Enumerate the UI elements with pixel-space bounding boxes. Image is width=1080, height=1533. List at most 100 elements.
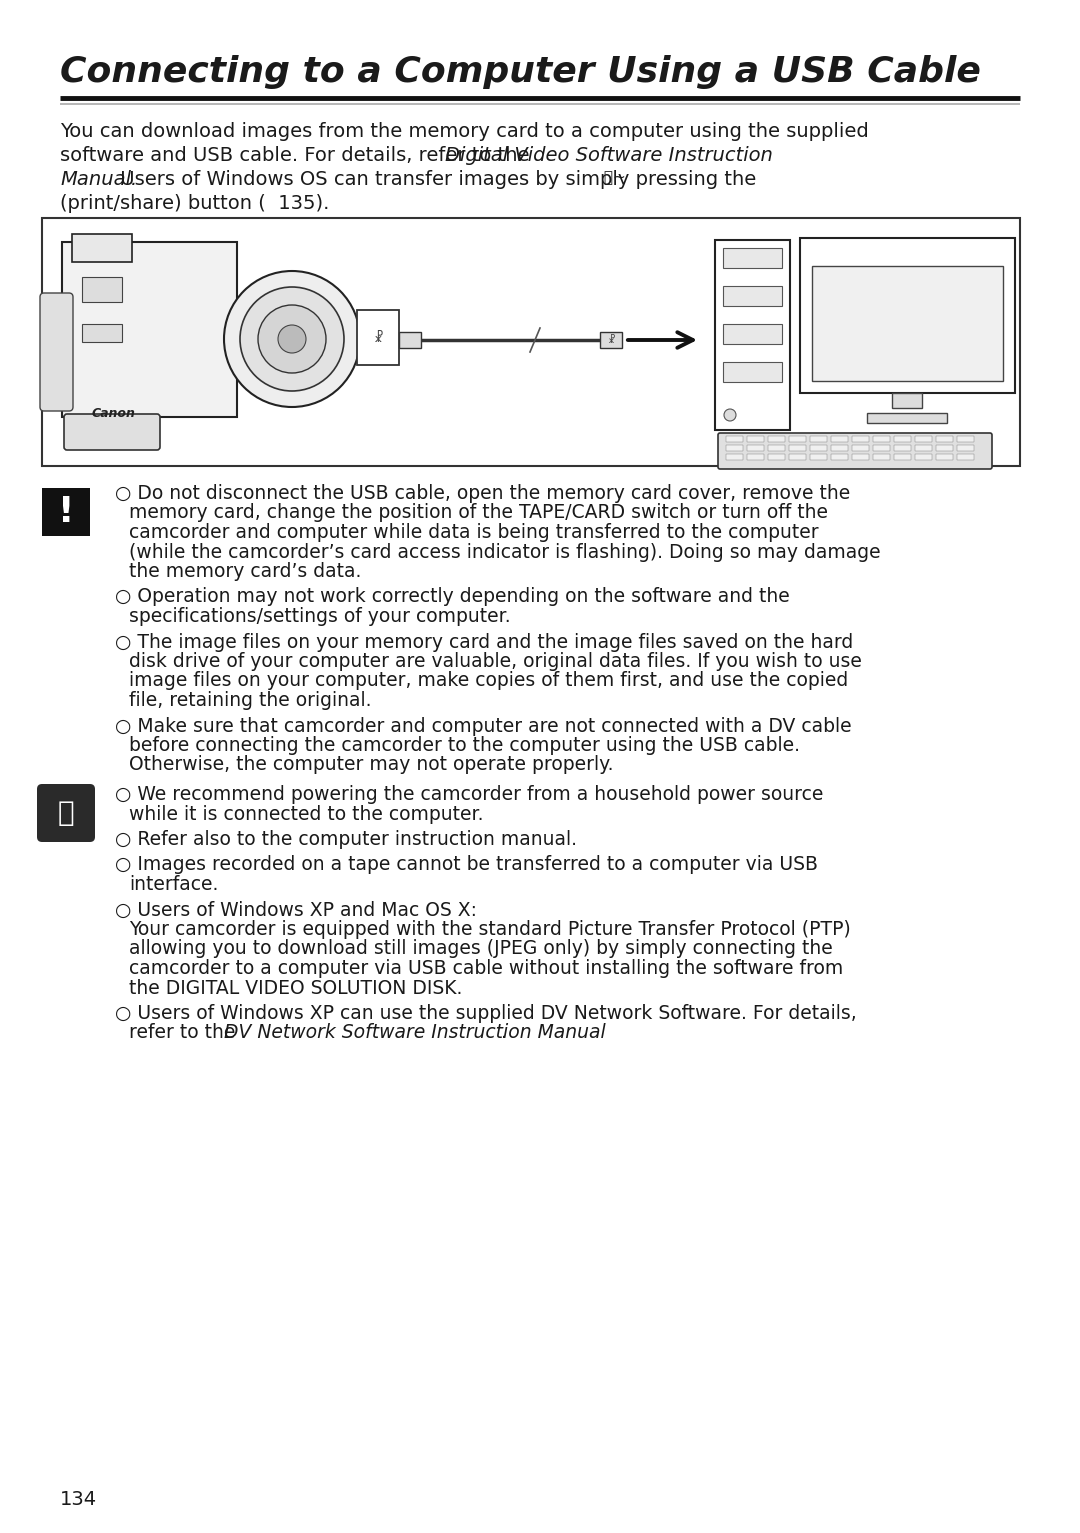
- Bar: [915, 445, 932, 451]
- Bar: [936, 435, 953, 442]
- Bar: [936, 445, 953, 451]
- Bar: [357, 310, 399, 365]
- Text: software and USB cable. For details, refer to the: software and USB cable. For details, ref…: [60, 146, 536, 166]
- Bar: [957, 454, 974, 460]
- Text: before connecting the camcorder to the computer using the USB cable.: before connecting the camcorder to the c…: [129, 736, 800, 754]
- Bar: [726, 445, 743, 451]
- Text: ○ The image files on your memory card and the image files saved on the hard: ○ The image files on your memory card an…: [114, 633, 853, 652]
- Bar: [726, 454, 743, 460]
- Text: file, retaining the original.: file, retaining the original.: [129, 691, 372, 710]
- Bar: [600, 333, 622, 348]
- Bar: [723, 362, 782, 382]
- Bar: [768, 435, 785, 442]
- Bar: [726, 435, 743, 442]
- Text: ○ We recommend powering the camcorder from a household power source: ○ We recommend powering the camcorder fr…: [114, 785, 823, 803]
- Bar: [873, 445, 890, 451]
- Bar: [72, 235, 132, 262]
- Text: ⛯: ⛯: [57, 799, 75, 826]
- Text: camcorder to a computer via USB cable without installing the software from: camcorder to a computer via USB cable wi…: [129, 960, 843, 978]
- Text: ○ Refer also to the computer instruction manual.: ○ Refer also to the computer instruction…: [114, 829, 577, 849]
- Bar: [894, 445, 912, 451]
- Bar: [852, 454, 869, 460]
- Bar: [789, 454, 806, 460]
- Bar: [867, 412, 947, 423]
- Bar: [768, 445, 785, 451]
- Text: ⎙∼: ⎙∼: [599, 170, 625, 185]
- Circle shape: [258, 305, 326, 373]
- Text: ○ Users of Windows XP and Mac OS X:: ○ Users of Windows XP and Mac OS X:: [114, 900, 477, 920]
- Bar: [800, 238, 1015, 392]
- FancyBboxPatch shape: [718, 432, 993, 469]
- Circle shape: [240, 287, 345, 391]
- FancyBboxPatch shape: [64, 414, 160, 451]
- Text: camcorder and computer while data is being transferred to the computer: camcorder and computer while data is bei…: [129, 523, 819, 543]
- Text: ○ Make sure that camcorder and computer are not connected with a DV cable: ○ Make sure that camcorder and computer …: [114, 716, 852, 736]
- Text: ○ Images recorded on a tape cannot be transferred to a computer via USB: ○ Images recorded on a tape cannot be tr…: [114, 855, 818, 874]
- Text: specifications/settings of your computer.: specifications/settings of your computer…: [129, 607, 511, 625]
- Bar: [715, 241, 789, 429]
- Bar: [873, 454, 890, 460]
- Text: !: !: [57, 495, 75, 529]
- Bar: [810, 454, 827, 460]
- Bar: [810, 445, 827, 451]
- Bar: [894, 435, 912, 442]
- Bar: [915, 435, 932, 442]
- Bar: [723, 248, 782, 268]
- Text: Users of Windows OS can transfer images by simply pressing the: Users of Windows OS can transfer images …: [113, 170, 756, 189]
- Text: disk drive of your computer are valuable, original data files. If you wish to us: disk drive of your computer are valuable…: [129, 652, 862, 671]
- Bar: [957, 445, 974, 451]
- Text: allowing you to download still images (JPEG only) by simply connecting the: allowing you to download still images (J…: [129, 940, 833, 958]
- Text: ○ Do not disconnect the USB cable, open the memory card cover, remove the: ○ Do not disconnect the USB cable, open …: [114, 484, 850, 503]
- Bar: [768, 454, 785, 460]
- Text: memory card, change the position of the TAPE/CARD switch or turn off the: memory card, change the position of the …: [129, 503, 828, 523]
- Text: Your camcorder is equipped with the standard Picture Transfer Protocol (PTP): Your camcorder is equipped with the stan…: [129, 920, 851, 940]
- FancyBboxPatch shape: [37, 783, 95, 842]
- Bar: [873, 435, 890, 442]
- Bar: [831, 435, 848, 442]
- Text: .: .: [501, 1024, 508, 1042]
- Bar: [399, 333, 421, 348]
- Bar: [82, 323, 122, 342]
- Bar: [42, 218, 1020, 466]
- Bar: [831, 445, 848, 451]
- Text: (print/share) button (  135).: (print/share) button ( 135).: [60, 195, 329, 213]
- Text: the memory card’s data.: the memory card’s data.: [129, 563, 362, 581]
- Bar: [42, 487, 90, 537]
- Bar: [747, 445, 764, 451]
- Text: Digital Video Software Instruction: Digital Video Software Instruction: [445, 146, 773, 166]
- Text: image files on your computer, make copies of them first, and use the copied: image files on your computer, make copie…: [129, 671, 848, 690]
- Bar: [82, 277, 122, 302]
- Text: You can download images from the memory card to a computer using the supplied: You can download images from the memory …: [60, 123, 868, 141]
- Bar: [852, 435, 869, 442]
- Bar: [810, 435, 827, 442]
- Bar: [852, 445, 869, 451]
- Text: 134: 134: [60, 1490, 97, 1508]
- Bar: [723, 323, 782, 343]
- Bar: [747, 454, 764, 460]
- Bar: [915, 454, 932, 460]
- Text: interface.: interface.: [129, 875, 218, 894]
- Text: while it is connected to the computer.: while it is connected to the computer.: [129, 805, 484, 823]
- Circle shape: [278, 325, 306, 353]
- Bar: [936, 454, 953, 460]
- Text: ○ Operation may not work correctly depending on the software and the: ○ Operation may not work correctly depen…: [114, 587, 789, 607]
- Text: Manual.: Manual.: [60, 170, 137, 189]
- Text: refer to the: refer to the: [129, 1024, 241, 1042]
- Bar: [62, 242, 237, 417]
- Bar: [789, 445, 806, 451]
- Text: the DIGITAL VIDEO SOLUTION DISK.: the DIGITAL VIDEO SOLUTION DISK.: [129, 978, 462, 998]
- Bar: [892, 392, 922, 408]
- Text: ☧: ☧: [373, 331, 383, 345]
- Bar: [831, 454, 848, 460]
- Bar: [812, 267, 1003, 382]
- Text: DV Network Software Instruction Manual: DV Network Software Instruction Manual: [224, 1024, 606, 1042]
- Bar: [747, 435, 764, 442]
- FancyBboxPatch shape: [40, 293, 73, 411]
- Circle shape: [724, 409, 735, 422]
- Text: Canon: Canon: [92, 406, 136, 420]
- Bar: [957, 435, 974, 442]
- Bar: [894, 454, 912, 460]
- Text: Otherwise, the computer may not operate properly.: Otherwise, the computer may not operate …: [129, 756, 613, 774]
- Bar: [789, 435, 806, 442]
- Text: ○ Users of Windows XP can use the supplied DV Network Software. For details,: ○ Users of Windows XP can use the suppli…: [114, 1004, 856, 1023]
